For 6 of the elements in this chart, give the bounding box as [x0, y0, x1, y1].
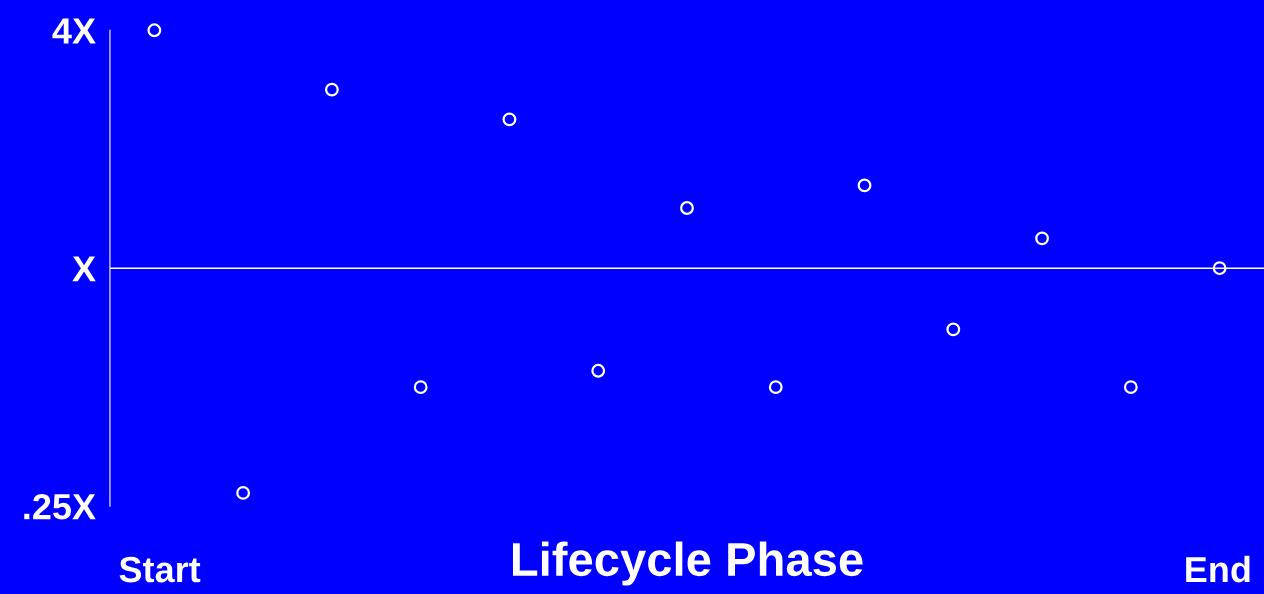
x-axis-title: Lifecycle Phase [512, 541, 863, 586]
text: Start [119, 556, 201, 583]
y-tick-label: X [72, 256, 96, 282]
y-tick-label: 4X [52, 18, 96, 44]
y-tick-label: .25X [24, 493, 96, 520]
text: End [1186, 555, 1250, 583]
